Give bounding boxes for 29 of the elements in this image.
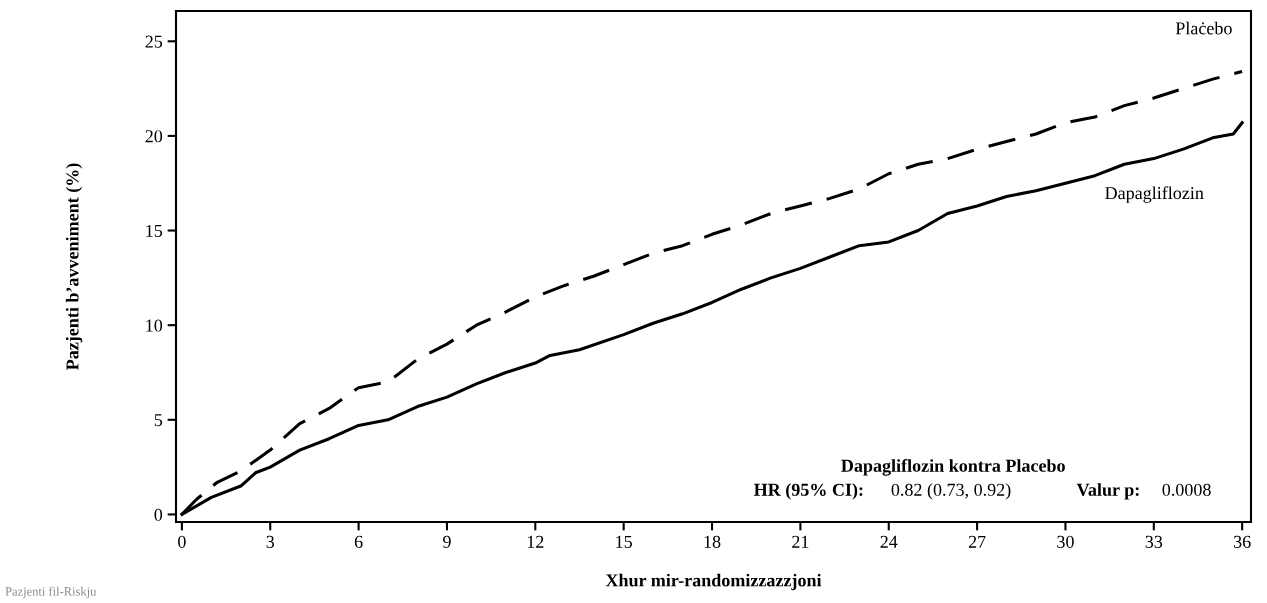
y-tick-label: 20 [145,130,163,143]
x-tick-label: 0 [178,535,186,548]
annotation: 0.0008 [1162,483,1211,496]
y-tick-label: 25 [145,35,163,48]
x-tick-label: 15 [616,535,632,548]
x-tick-label: 36 [1234,535,1251,548]
x-tick-label: 6 [354,535,363,548]
series-label: Dapagliflozin [1105,186,1204,203]
x-tick-label: 3 [266,535,275,548]
x-tick-label: 24 [880,535,898,548]
x-tick-label: 21 [792,535,809,548]
annotation: Valur p: [1076,483,1139,500]
annotation: 0.82 (0.73, 0.92) [891,483,1011,500]
text: Plaċebo [1175,21,1232,35]
x-tick-label: 12 [527,535,544,548]
y-axis-title: Pazjenti b’avveniment (%) [65,163,83,370]
x-tick-label: 27 [968,535,986,548]
annotation: HR (95% CI): [753,483,863,500]
y-tick-label: 15 [146,224,163,237]
x-tick-label: 18 [704,535,721,548]
annotation: Dapagliflozin kontra Placebo [841,458,1065,476]
y-tick-label: 0 [154,508,163,521]
x-tick-label: 30 [1057,535,1074,548]
text: Pazjenti fil-Riskju [5,586,97,599]
y-tick-label: 5 [154,414,163,427]
x-tick-label: 9 [443,535,451,548]
x-tick-label: 33 [1145,535,1163,548]
x-axis-title: Xhur mir-randomizzazzjoni [605,573,822,591]
y-tick-label: 10 [146,319,163,332]
